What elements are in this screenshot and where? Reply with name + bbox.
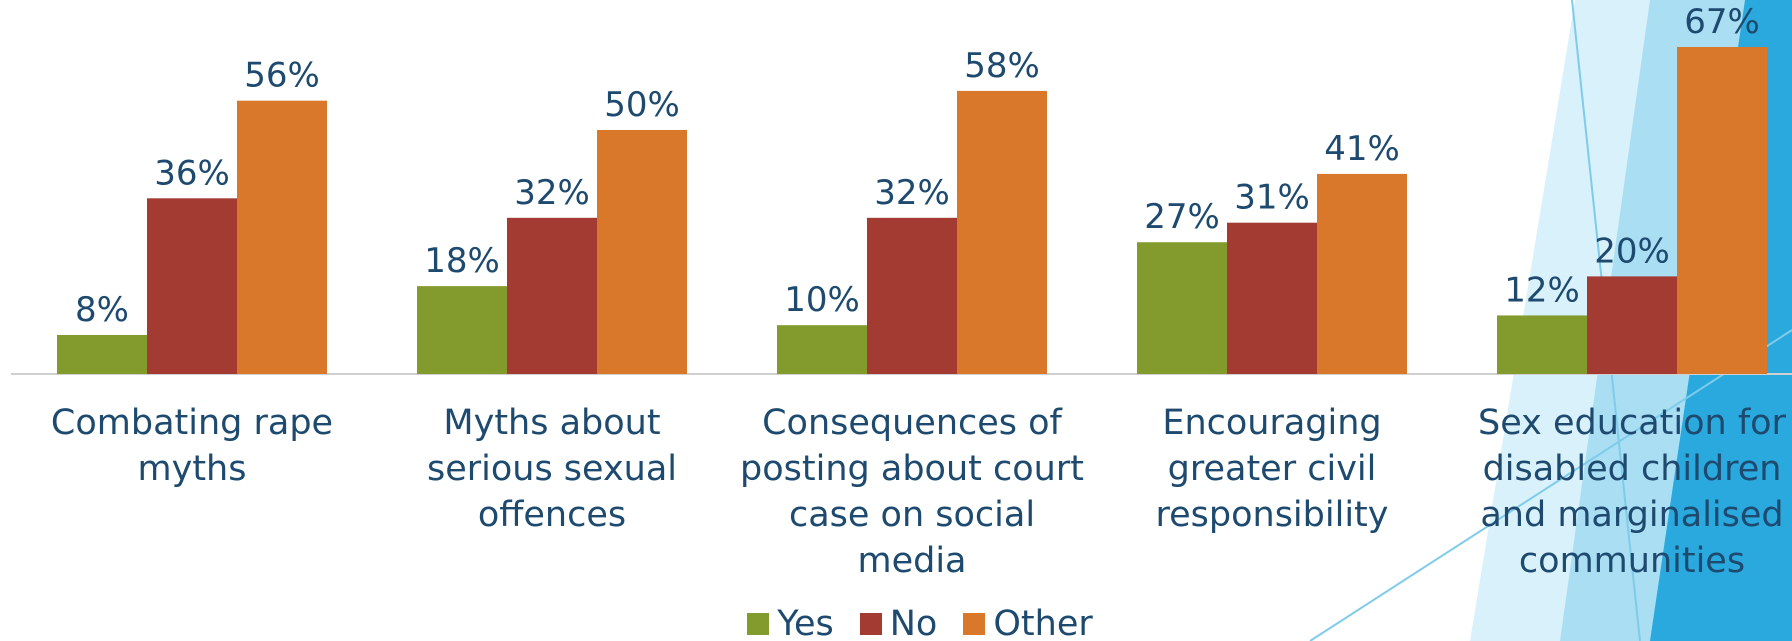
decor-line: [1309, 329, 1792, 641]
legend-item: Other: [963, 604, 1093, 641]
legend: Yes No Other: [700, 604, 1140, 641]
legend-label: Other: [993, 604, 1093, 641]
bar: [237, 100, 327, 374]
data-label: 41%: [1324, 129, 1400, 169]
bar: [507, 217, 597, 374]
legend-label: Yes: [777, 604, 834, 641]
x-tick-label: Consequences of posting about court case…: [740, 403, 1084, 581]
bar: [1497, 315, 1587, 374]
bar: [1587, 276, 1677, 374]
data-label: 20%: [1594, 231, 1670, 271]
x-tick-label: Encouraging greater civil responsibility: [1155, 403, 1389, 535]
bar: [147, 198, 237, 374]
bar: [1317, 173, 1407, 374]
data-label: 67%: [1684, 2, 1760, 42]
legend-label: No: [889, 604, 938, 641]
legend-item: Yes: [747, 604, 834, 641]
bar: [1677, 47, 1767, 374]
bar: [57, 334, 147, 374]
data-label: 12%: [1504, 270, 1580, 310]
data-label: 58%: [964, 46, 1040, 86]
data-label: 32%: [874, 173, 950, 213]
legend-swatch: [963, 613, 986, 635]
x-tick-label: Sex education for disabled children and …: [1478, 403, 1786, 581]
legend-swatch: [747, 613, 770, 635]
legend-item: No: [859, 604, 938, 641]
x-tick-label: Myths about serious sexual offences: [426, 403, 678, 535]
data-label: 18%: [424, 241, 500, 281]
bar: [1137, 242, 1227, 374]
data-label: 56%: [244, 56, 320, 96]
bar: [597, 129, 687, 374]
data-label: 8%: [75, 290, 129, 330]
x-tick-label: Combating rape myths: [50, 403, 334, 489]
bar: [1227, 222, 1317, 374]
bar: [417, 286, 507, 374]
legend-swatch: [859, 613, 882, 635]
bar: [777, 325, 867, 374]
data-label: 36%: [154, 153, 230, 193]
data-label: 31%: [1234, 178, 1310, 218]
data-label: 32%: [514, 173, 590, 213]
data-label: 50%: [604, 85, 680, 125]
bar: [867, 217, 957, 374]
data-label: 27%: [1144, 197, 1220, 237]
bar: [957, 90, 1047, 374]
data-label: 10%: [784, 280, 860, 320]
